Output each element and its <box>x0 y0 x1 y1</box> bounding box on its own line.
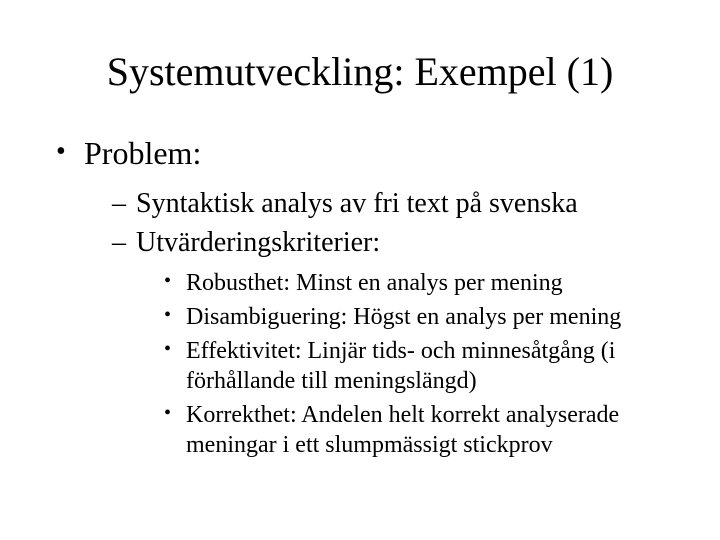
lvl2-text: Syntaktisk analys av fri text på svenska <box>136 188 578 219</box>
lvl3-text: Korrekthet: Andelen helt korrekt analyse… <box>186 402 619 458</box>
lvl3-item: Disambiguering: Högst en analys per meni… <box>164 302 672 332</box>
slide-title: Systemutveckling: Exempel (1) <box>48 48 672 95</box>
lvl3-text: Disambiguering: Högst en analys per meni… <box>186 304 621 330</box>
slide: Systemutveckling: Exempel (1) Problem: S… <box>0 0 720 540</box>
lvl2-text: Utvärderingskriterier: <box>136 227 380 258</box>
lvl1-text: Problem: <box>84 135 201 171</box>
lvl1-item: Problem: Syntaktisk analys av fri text p… <box>56 135 672 460</box>
bullet-list-lvl1: Problem: Syntaktisk analys av fri text p… <box>48 135 672 460</box>
lvl3-item: Effektivitet: Linjär tids- och minnesåtg… <box>164 336 672 396</box>
lvl3-text: Effektivitet: Linjär tids- och minnesåtg… <box>186 338 615 394</box>
lvl3-text: Robusthet: Minst en analys per mening <box>186 270 563 296</box>
lvl3-item: Robusthet: Minst en analys per mening <box>164 268 672 298</box>
lvl3-item: Korrekthet: Andelen helt korrekt analyse… <box>164 400 672 460</box>
bullet-list-lvl3: Robusthet: Minst en analys per mening Di… <box>136 268 672 460</box>
lvl2-item: Syntaktisk analys av fri text på svenska <box>112 186 672 221</box>
bullet-list-lvl2: Syntaktisk analys av fri text på svenska… <box>84 186 672 460</box>
lvl2-item: Utvärderingskriterier: Robusthet: Minst … <box>112 225 672 460</box>
